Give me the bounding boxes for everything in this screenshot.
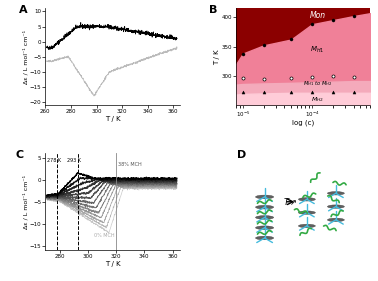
Ellipse shape	[256, 236, 274, 240]
X-axis label: T / K: T / K	[105, 261, 120, 267]
Ellipse shape	[299, 211, 315, 214]
Ellipse shape	[256, 205, 274, 209]
Ellipse shape	[299, 198, 315, 201]
Text: $T\nearrow$: $T\nearrow$	[283, 196, 298, 207]
Text: $M_{H2}$: $M_{H2}$	[311, 95, 324, 104]
Text: 0% MCH: 0% MCH	[94, 233, 115, 238]
Ellipse shape	[327, 205, 344, 208]
Ellipse shape	[256, 216, 274, 219]
Y-axis label: Δε / L mol⁻¹ cm⁻¹: Δε / L mol⁻¹ cm⁻¹	[23, 175, 28, 229]
Text: Mon: Mon	[310, 11, 325, 20]
X-axis label: T / K: T / K	[105, 116, 120, 122]
Ellipse shape	[256, 226, 274, 230]
Ellipse shape	[256, 195, 274, 199]
Text: 293 K: 293 K	[67, 158, 81, 163]
Y-axis label: T / K: T / K	[214, 49, 220, 65]
Ellipse shape	[327, 192, 344, 195]
Text: 38% MCH: 38% MCH	[118, 162, 142, 167]
Text: A: A	[19, 4, 27, 15]
Text: $M_{H1}$: $M_{H1}$	[310, 44, 325, 55]
Text: B: B	[209, 4, 218, 15]
Text: D: D	[237, 149, 246, 160]
X-axis label: log (c): log (c)	[292, 120, 314, 126]
Ellipse shape	[299, 224, 315, 228]
Text: 278 K: 278 K	[48, 158, 62, 163]
Text: C: C	[16, 149, 24, 160]
Text: $M_{H1}$ to $M_{H2}$: $M_{H1}$ to $M_{H2}$	[303, 79, 332, 88]
Y-axis label: Δε / L mol⁻¹ cm⁻¹: Δε / L mol⁻¹ cm⁻¹	[23, 30, 28, 84]
Ellipse shape	[327, 218, 344, 222]
